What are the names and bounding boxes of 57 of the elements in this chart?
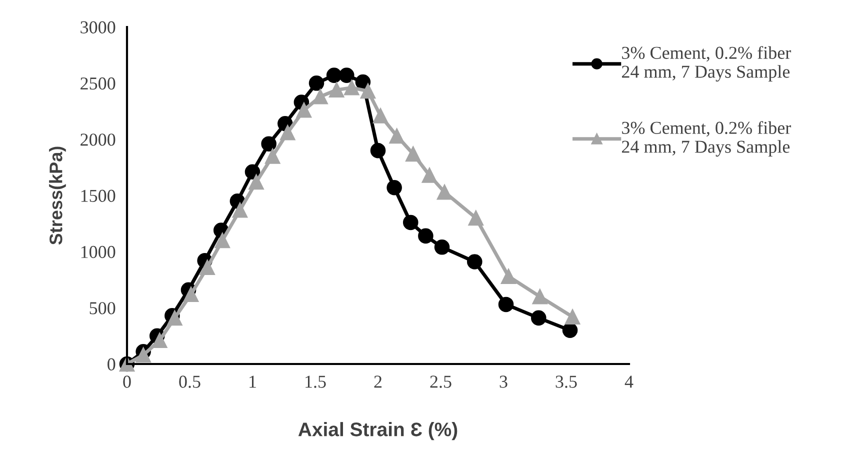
point	[280, 124, 296, 140]
x-tick-label: 2	[374, 376, 382, 388]
point	[344, 80, 360, 96]
point	[531, 310, 546, 326]
point	[312, 89, 328, 104]
point	[232, 202, 248, 218]
point	[436, 184, 452, 200]
point	[244, 164, 260, 180]
x-tick-label: 1.5	[306, 376, 326, 388]
x-axis-title: Axial Strain Ɛ (%)	[298, 422, 458, 440]
x-tick-label: 2.5	[430, 376, 452, 388]
point	[466, 254, 482, 270]
x-tick-label: 3	[500, 376, 508, 388]
point	[328, 82, 344, 98]
point	[214, 232, 230, 248]
point	[370, 142, 386, 158]
point	[338, 68, 354, 83]
y-tick-label: 500	[90, 302, 116, 314]
point	[468, 210, 484, 226]
legend-label: 3% Cement, 0.2% fiber 24 mm, 7 Days Sample	[622, 46, 792, 82]
point	[418, 228, 434, 244]
point	[200, 260, 215, 276]
x-tick-label: 1	[250, 376, 256, 388]
point	[264, 148, 280, 164]
point	[360, 83, 376, 99]
point	[308, 76, 324, 91]
point	[498, 296, 514, 312]
point	[564, 309, 580, 324]
point	[261, 136, 276, 152]
point	[500, 268, 516, 284]
point	[152, 332, 168, 348]
point	[406, 146, 421, 162]
y-tick-label: 2500	[80, 77, 116, 90]
y-tick-label: 3000	[80, 21, 116, 34]
point	[562, 322, 578, 338]
y-tick-label: 2000	[80, 134, 116, 146]
legend-label: 3% Cement, 0.2% fiber 24 mm, 7 Days Sample	[622, 121, 792, 157]
point	[434, 240, 450, 255]
point	[248, 174, 264, 190]
point	[372, 108, 388, 124]
point	[183, 286, 199, 302]
point	[136, 347, 151, 363]
x-tick-label: 0.5	[179, 376, 200, 388]
point	[532, 288, 548, 304]
x-tick-label: 0	[123, 376, 131, 388]
point	[422, 168, 438, 183]
point	[296, 102, 312, 118]
y-tick-label: 0	[108, 358, 116, 370]
point	[402, 214, 418, 230]
point	[389, 128, 404, 144]
x-tick-label: 3.5	[556, 376, 577, 388]
point	[386, 180, 402, 196]
y-axis-title: Stress(kPa)	[49, 146, 66, 245]
point	[326, 68, 342, 83]
x-tick-label: 4	[624, 376, 634, 388]
y-tick-label: 1500	[81, 190, 116, 202]
y-tick-label: 1000	[81, 246, 116, 258]
